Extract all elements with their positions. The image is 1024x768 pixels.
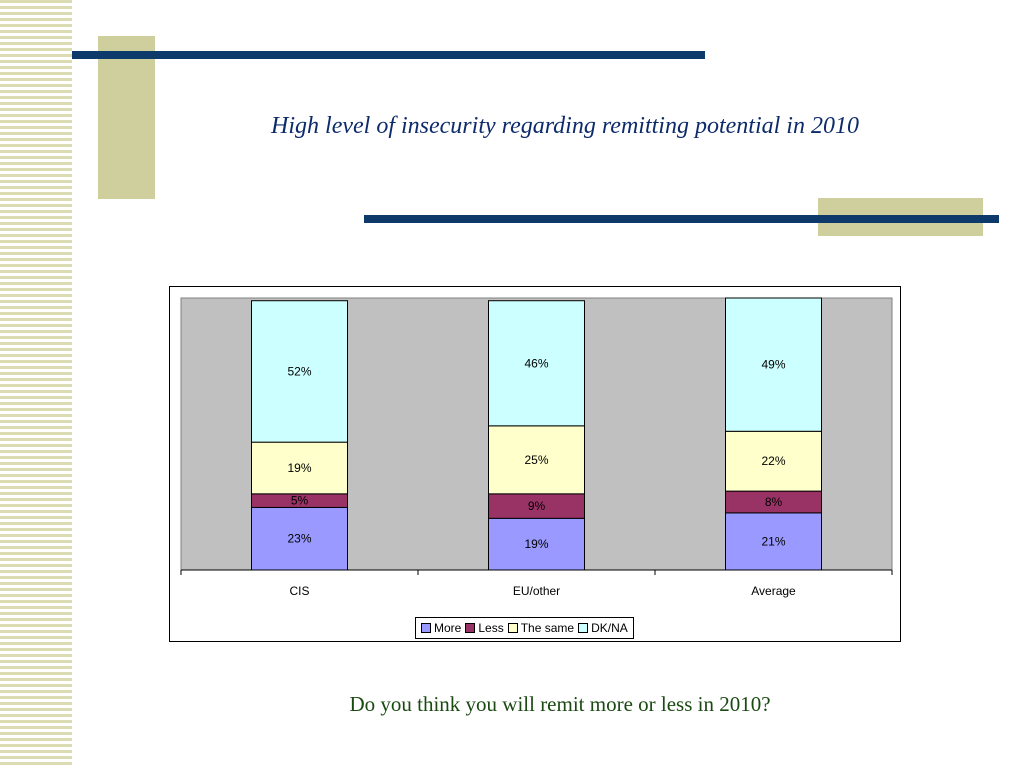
legend-label: More xyxy=(434,621,462,635)
slide-title: High level of insecurity regarding remit… xyxy=(271,113,859,139)
chart-legend: More Less The same DK/NA xyxy=(415,617,634,639)
legend-swatch xyxy=(507,623,518,633)
legend-swatch xyxy=(578,623,589,633)
legend-label: Less xyxy=(478,621,504,635)
legend-item: Less xyxy=(465,621,504,635)
legend-item: DK/NA xyxy=(578,621,628,635)
navy-mid-line xyxy=(364,215,999,223)
legend-swatch xyxy=(465,623,476,633)
legend-label: The same xyxy=(520,621,575,635)
khaki-vertical-bar xyxy=(98,36,155,199)
left-stripe-decoration xyxy=(0,0,72,768)
survey-question: Do you think you will remit more or less… xyxy=(349,692,771,716)
navy-top-line xyxy=(72,51,705,59)
legend-swatch xyxy=(421,623,431,633)
legend-item: More xyxy=(421,621,461,635)
legend-item: The same xyxy=(507,621,575,635)
legend-label: DK/NA xyxy=(591,621,628,635)
chart-frame xyxy=(169,286,901,642)
